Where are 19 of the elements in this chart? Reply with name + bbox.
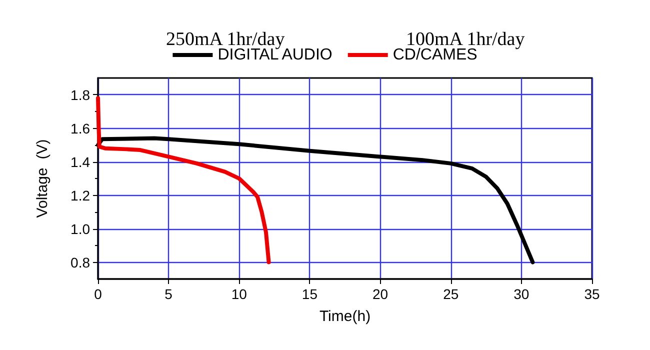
y-tick-label: 0.8: [70, 254, 90, 270]
x-tick-label: 25: [443, 286, 459, 302]
x-axis-title: Time(h): [319, 308, 371, 325]
y-tick-label: 1.8: [70, 86, 90, 103]
x-tick-label: 5: [164, 286, 173, 302]
x-tick-label: 10: [231, 286, 248, 302]
y-tick-label: 1.2: [70, 187, 90, 204]
x-tick-label: 20: [372, 286, 388, 302]
x-tick-label: 0: [94, 286, 102, 302]
y-axis-title: Voltage (V): [34, 139, 51, 218]
x-tick-label: 35: [584, 286, 600, 302]
y-tick-label: 1.0: [70, 220, 90, 237]
y-tick-label: 1.4: [70, 154, 90, 170]
text: 250mA 1hr/day: [166, 29, 286, 50]
legend-label: CD/CAMES: [392, 46, 478, 64]
y-tick-label: 1.6: [70, 120, 90, 136]
x-tick-label: 30: [514, 286, 530, 302]
x-tick-label: 15: [302, 286, 318, 302]
line-series: [96, 96, 271, 264]
